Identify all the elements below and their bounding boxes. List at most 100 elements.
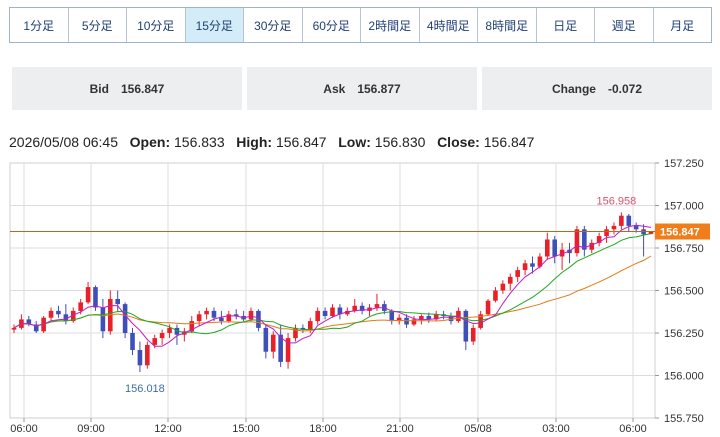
candle-body [604, 229, 609, 237]
price-chart[interactable]: 157.250 157.000 156.750 156.500 156.250 156.0… [0, 150, 720, 437]
candle-body [337, 307, 343, 315]
candle-body [433, 314, 439, 320]
candle-body [189, 321, 195, 332]
candle-body [70, 310, 76, 322]
candle-body [233, 314, 239, 316]
bid-label: Bid [89, 81, 109, 96]
low-label: Low: [338, 134, 371, 150]
candle-body [478, 314, 483, 328]
tab-60min[interactable]: 60分足 [303, 8, 361, 42]
candles-group [11, 212, 654, 373]
close-label: Close: [437, 134, 480, 150]
candle-body [285, 338, 291, 362]
low-annotation: 156.018 [125, 383, 165, 395]
low-value: 156.830 [374, 134, 426, 150]
tab-2hour[interactable]: 2時間足 [361, 8, 420, 42]
high-annotation: 156.958 [596, 195, 636, 207]
candle-body [359, 305, 365, 311]
candle-body [396, 317, 402, 322]
open-label: Open: [129, 134, 171, 150]
tab-1min[interactable]: 1分足 [10, 8, 69, 42]
candle-body [485, 300, 491, 315]
candle-body [367, 307, 372, 311]
candle-body [315, 310, 320, 322]
candle-body [85, 287, 91, 303]
y-tick-label: 157.000 [664, 201, 704, 213]
candle-body [307, 321, 313, 330]
candle-body [559, 249, 565, 257]
x-tick-label: 15:00 [232, 423, 260, 435]
candle-body [552, 239, 558, 257]
candle-body [26, 319, 32, 325]
candle-body [219, 317, 224, 322]
x-tick-label: 09:00 [77, 423, 105, 435]
candle-body [611, 225, 617, 230]
candle-body [174, 327, 180, 335]
candle-body [352, 305, 358, 311]
candle-body [33, 324, 39, 332]
x-tick-label: 05/08 [464, 423, 492, 435]
tab-daily[interactable]: 日足 [537, 8, 595, 42]
bid-box: Bid 156.847 [12, 67, 242, 110]
candle-body [322, 310, 328, 316]
candle-body [48, 310, 54, 318]
candle-body [545, 239, 550, 257]
ask-label: Ask [323, 81, 346, 96]
candle-body [11, 327, 17, 330]
ma-mid-line [13, 233, 652, 335]
candle-body [493, 290, 498, 301]
candle-body [582, 229, 587, 250]
y-tick-label: 156.000 [664, 371, 704, 383]
candle-body [633, 225, 639, 230]
y-tick-label: 156.500 [664, 286, 704, 298]
y-tick-label: 157.250 [664, 158, 704, 170]
tab-10min[interactable]: 10分足 [127, 8, 186, 42]
ma-long-line [13, 255, 652, 332]
candle-body [530, 263, 535, 267]
candle-body [196, 314, 202, 322]
candle-body [130, 333, 135, 350]
x-tick-label: 03:00 [542, 423, 570, 435]
candle-body [152, 338, 158, 345]
x-tick-label: 06:00 [10, 423, 38, 435]
candle-body [522, 263, 528, 271]
candle-body [411, 319, 417, 325]
candle-body [463, 310, 469, 342]
candle-body [248, 310, 254, 320]
candle-body [115, 299, 120, 305]
candle-body [100, 307, 106, 332]
tab-5min[interactable]: 5分足 [69, 8, 127, 42]
change-value: -0.072 [607, 81, 643, 96]
tab-8hour[interactable]: 8時間足 [478, 8, 537, 42]
candle-body [256, 310, 261, 328]
high-label: High: [236, 134, 273, 150]
candle-body [500, 283, 506, 291]
candle-body [389, 310, 395, 322]
candle-body [300, 327, 306, 330]
candle-body [78, 302, 83, 311]
tab-monthly[interactable]: 月足 [670, 18, 695, 33]
candle-body [226, 314, 232, 322]
candle-body [63, 314, 69, 322]
candle-body [56, 310, 61, 315]
tab-4hour[interactable]: 4時間足 [420, 8, 478, 42]
candle-body [159, 333, 165, 339]
change-label: Change [551, 81, 596, 96]
candle-body [470, 327, 476, 342]
candle-body [537, 256, 543, 267]
ohlc-datetime: 2026/05/08 06:45 [9, 134, 118, 150]
bid-value: 156.847 [120, 81, 165, 96]
candle-body [122, 304, 128, 333]
x-tick-label: 18:00 [309, 423, 337, 435]
candle-body [167, 327, 172, 333]
candle-body [507, 276, 513, 284]
candle-body [204, 310, 209, 315]
candle-body [211, 310, 217, 318]
y-tick-label: 155.750 [664, 413, 704, 425]
tab-weekly[interactable]: 週足 [595, 8, 654, 42]
candle-body [574, 229, 580, 254]
tab-15min[interactable]: 15分足 [185, 8, 244, 42]
candle-body [345, 310, 350, 315]
candle-body [448, 316, 454, 322]
tab-30min[interactable]: 30分足 [244, 8, 303, 42]
